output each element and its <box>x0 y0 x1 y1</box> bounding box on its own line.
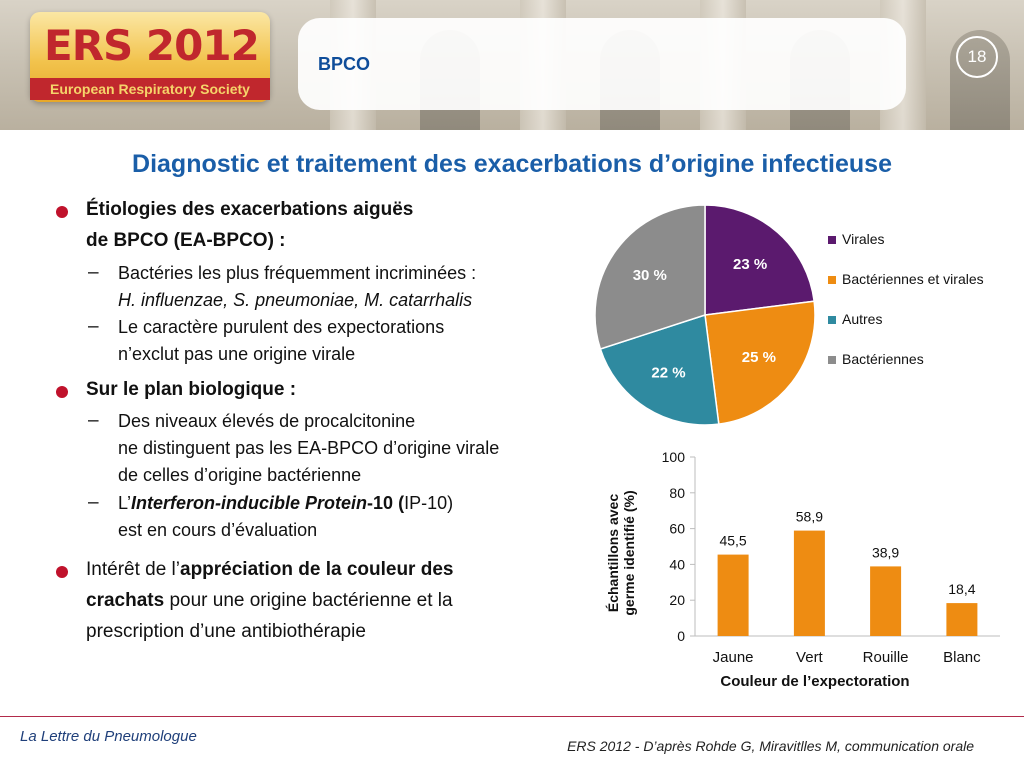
sub-bullet-dash: – <box>88 492 99 513</box>
pie-slice <box>594 205 706 350</box>
x-tick-label: Blanc <box>943 649 981 666</box>
bullet-dot <box>56 566 68 578</box>
page-number: 18 <box>956 36 998 78</box>
sub-1-line-1: Bactéries les plus fréquemment incriminé… <box>118 263 477 283</box>
x-tick-label: Jaune <box>713 649 754 666</box>
bar-ylabel: germe identifié (%) <box>621 490 637 615</box>
bullet-1-line-1: Étiologies des exacerbations aiguës <box>86 199 413 221</box>
sub-bullet-dash: – <box>88 410 99 431</box>
footer-source: ERS 2012 - D’après Rohde G, Miravitlles … <box>567 738 974 754</box>
bar-chart: 0 20 40 60 80 100 45,5 Jaune 58,9 Vert 38,9 Rouill… <box>605 449 1000 690</box>
sub-3-line-3: de celles d’origine bactérienne <box>118 465 362 485</box>
y-tick-label: 60 <box>669 521 685 537</box>
bullet-2-line-1: Sur le plan biologique : <box>86 379 296 401</box>
bullet-1-line-2: de BPCO (EA-BPCO) : <box>86 230 286 252</box>
bacteria-names: H. influenzae, S. pneumoniae, M. catarrh… <box>118 290 473 310</box>
ip10-number: -10 ( <box>367 493 405 513</box>
ip10-name: Interferon-inducible Protein <box>131 493 368 513</box>
bullet-2-heading: Sur le plan biologique : <box>86 379 297 400</box>
x-tick-label: Vert <box>796 649 824 666</box>
bullet-dot <box>56 206 68 218</box>
logo-title: ERS 2012 <box>44 21 260 70</box>
bar-value-label: 58,9 <box>796 509 823 525</box>
y-tick-label: 80 <box>669 485 685 501</box>
ip10-prefix: L’ <box>118 493 132 513</box>
legend-swatch <box>828 276 836 284</box>
legend-label: Bactériennes et virales <box>842 271 984 287</box>
bullet-1-heading: Étiologies des exacerbations aiguës <box>86 199 414 220</box>
y-tick-label: 40 <box>669 556 685 572</box>
header-banner: ERS 2012 European Respiratory Society BP… <box>0 0 1024 130</box>
section-title: BPCO <box>318 54 371 74</box>
bullet-3-line-3: prescription d’une antibiothérapie <box>86 621 366 642</box>
pie-slice-label: 22 % <box>651 365 685 382</box>
y-tick-label: 100 <box>662 449 686 465</box>
bullet-3-line-1: Intérêt de l’appréciation de la couleur … <box>86 559 453 581</box>
pie-slice <box>704 205 815 316</box>
bar-value-label: 45,5 <box>719 533 746 549</box>
pie-slice-label: 30 % <box>633 267 667 284</box>
bullet-3-emph: appréciation de la couleur des <box>180 559 454 580</box>
bar <box>946 603 978 636</box>
sub-bullet-dash: – <box>88 262 99 283</box>
legend-swatch <box>828 236 836 244</box>
bar-value-label: 38,9 <box>872 544 899 560</box>
ip10-abbrev: IP-10) <box>404 493 454 513</box>
ers-logo: ERS 2012 European Respiratory Society <box>30 12 270 102</box>
pie-slice <box>704 300 816 425</box>
sub-2-line-1: Le caractère purulent des expectorations <box>118 317 445 337</box>
sub-2-line-2: n’exclut pas une origine virale <box>118 344 356 364</box>
y-tick-label: 20 <box>669 592 685 608</box>
bullet-1-heading-cont: de BPCO (EA-BPCO) : <box>86 230 286 251</box>
slide-title: Diagnostic et traitement des exacerbatio… <box>132 150 892 178</box>
pie-chart: 23 % 25 % 22 % 30 % <box>594 205 816 426</box>
pie-slice-label: 23 % <box>733 256 767 273</box>
legend-label: Bactériennes <box>842 351 924 367</box>
legend-swatch <box>828 356 836 364</box>
logo-subtitle: European Respiratory Society <box>30 78 270 100</box>
footer-divider <box>0 716 1024 717</box>
legend-label: Virales <box>842 231 885 247</box>
bullet-dot <box>56 386 68 398</box>
y-tick-label: 0 <box>677 628 685 644</box>
sub-bullet-dash: – <box>88 316 99 337</box>
bar <box>870 566 902 636</box>
bar-value-label: 18,4 <box>948 581 975 597</box>
pie-slice <box>599 314 720 426</box>
bar-ylabel: Échantillons avec <box>605 494 621 612</box>
bar <box>793 530 825 636</box>
sub-4-line-1: L’Interferon-inducible Protein-10 (IP-10… <box>118 493 453 514</box>
legend-label: Autres <box>842 311 883 327</box>
sub-3-line-1: Des niveaux élevés de procalcitonine <box>118 411 416 431</box>
legend-swatch <box>828 316 836 324</box>
x-tick-label: Rouille <box>863 649 909 666</box>
bar-xlabel: Couleur de l’expectoration <box>720 673 909 690</box>
bullet-3-line-2: crachats pour une origine bactérienne et… <box>86 590 453 612</box>
bar <box>717 554 749 636</box>
bullet-3-pre: Intérêt de l’ <box>86 559 180 580</box>
sub-3-line-2: ne distinguent pas les EA-BPCO d’origine… <box>118 438 500 458</box>
footer-journal: La Lettre du Pneumologue <box>20 728 197 745</box>
pie-slice-label: 25 % <box>742 349 776 366</box>
bullet-3-emph-cont: crachats <box>86 590 165 611</box>
bullet-3-rest: pour une origine bactérienne et la <box>164 590 453 611</box>
sub-1-line-2: H. influenzae, S. pneumoniae, M. catarrh… <box>118 290 472 311</box>
sub-4-line-2: est en cours d’évaluation <box>118 520 318 540</box>
section-box: BPCO <box>298 18 906 110</box>
